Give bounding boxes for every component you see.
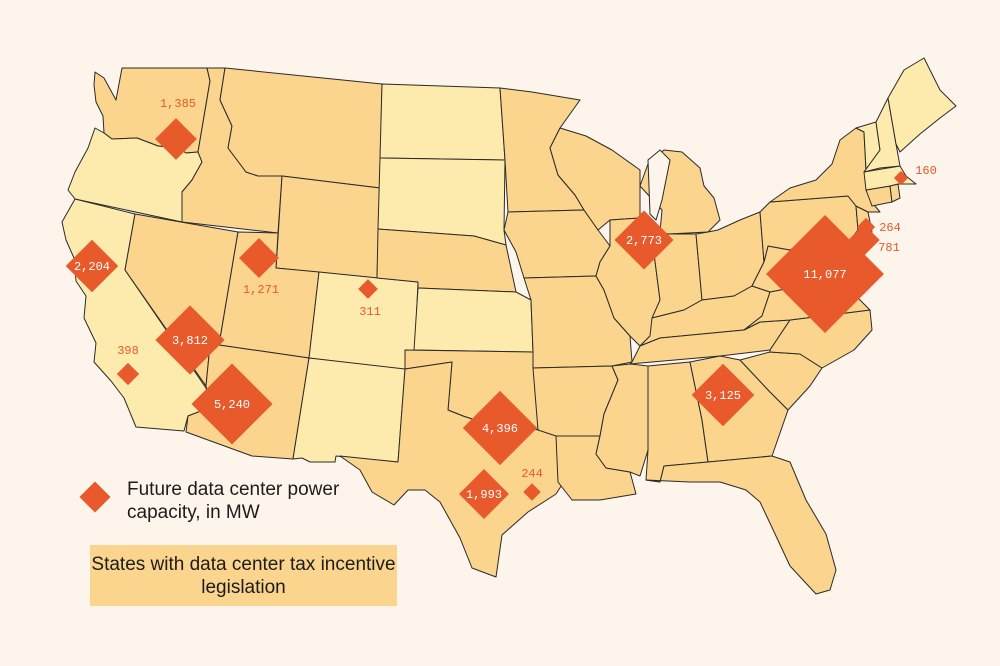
state-ri	[889, 183, 901, 203]
marker-label-ut: 1,271	[243, 283, 279, 297]
marker-az	[191, 363, 273, 445]
markers-layer: 1,385 2,204 1,271 311 3,812 398 5,240 4,396 1,99…	[65, 97, 937, 520]
marker-label-ca-south: 398	[117, 344, 139, 358]
legend-fill-label: States with data center tax incentive le…	[90, 545, 397, 606]
state-tx	[339, 361, 566, 578]
marker-ca	[65, 239, 119, 293]
state-fl	[645, 455, 837, 595]
marker-nj-north	[856, 217, 876, 237]
legend-marker-label: Future data center power capacity, in MW	[127, 479, 340, 523]
marker-nj	[848, 224, 880, 256]
marker-il	[614, 210, 674, 270]
marker-tx-north	[462, 390, 538, 466]
marker-label-tx-central: 1,993	[466, 488, 502, 502]
marker-tx-central	[458, 468, 510, 520]
marker-label-tx-houston: 244	[521, 467, 543, 481]
marker-ga	[691, 363, 755, 427]
state-me	[887, 57, 957, 153]
state-ma	[863, 165, 917, 191]
marker-label-ca: 2,204	[74, 260, 110, 274]
marker-label-co: 311	[359, 305, 381, 319]
lake-michigan	[647, 149, 671, 221]
marker-ca-south	[116, 362, 140, 386]
marker-ma	[893, 170, 909, 186]
marker-ut	[239, 238, 279, 278]
marker-nv	[155, 305, 225, 375]
marker-label-ga: 3,125	[705, 389, 741, 403]
state-ms	[595, 363, 649, 477]
marker-label-va: 11,077	[803, 268, 846, 282]
marker-label-nv: 3,812	[172, 334, 208, 348]
state-ks	[413, 287, 534, 353]
state-wy	[275, 175, 381, 279]
marker-label-nj: 781	[878, 241, 900, 255]
marker-co	[358, 279, 378, 299]
marker-label-tx-north: 4,396	[482, 422, 518, 436]
marker-label-az: 5,240	[214, 398, 250, 412]
marker-label-nj-north: 264	[879, 221, 901, 235]
state-nd	[379, 83, 506, 161]
marker-tx-houston	[523, 483, 541, 501]
state-nm	[292, 357, 406, 463]
marker-label-ma: 160	[915, 164, 937, 178]
marker-label-wa: 1,385	[160, 97, 196, 111]
marker-label-il: 2,773	[626, 234, 662, 248]
state-mt	[219, 67, 383, 189]
marker-wa	[155, 118, 197, 160]
